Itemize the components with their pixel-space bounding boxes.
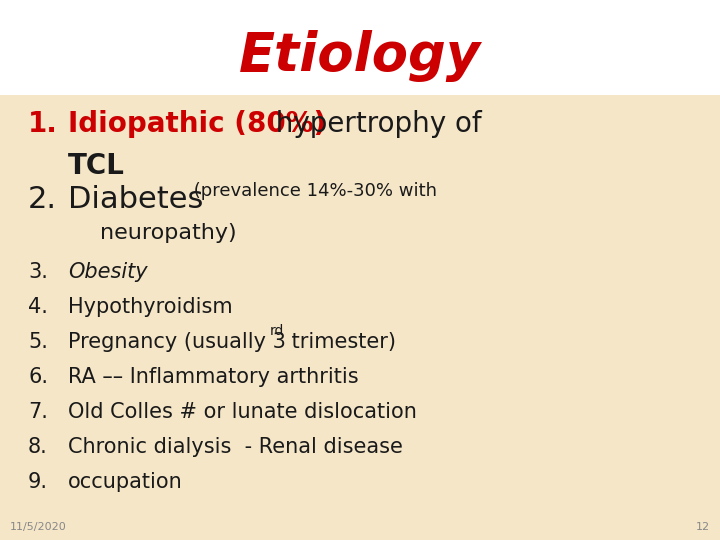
Text: 8.: 8. xyxy=(28,437,48,457)
Text: 2.: 2. xyxy=(28,185,57,214)
Text: occupation: occupation xyxy=(68,472,183,492)
Text: Etiology: Etiology xyxy=(239,30,481,82)
Text: 1.: 1. xyxy=(28,110,58,138)
Text: Idiopathic (80%): Idiopathic (80%) xyxy=(68,110,326,138)
Text: RA –– Inflammatory arthritis: RA –– Inflammatory arthritis xyxy=(68,367,359,387)
Text: rd: rd xyxy=(270,324,284,338)
Text: 9.: 9. xyxy=(28,472,48,492)
Text: Hypothyroidism: Hypothyroidism xyxy=(68,297,233,317)
Text: hypertrophy of: hypertrophy of xyxy=(258,110,482,138)
Text: 3.: 3. xyxy=(28,262,48,282)
Text: neuropathy): neuropathy) xyxy=(100,223,237,243)
Text: Old Colles # or lunate dislocation: Old Colles # or lunate dislocation xyxy=(68,402,417,422)
Text: Pregnancy (usually 3: Pregnancy (usually 3 xyxy=(68,332,286,352)
Text: Obesity: Obesity xyxy=(68,262,148,282)
Text: 5.: 5. xyxy=(28,332,48,352)
Text: trimester): trimester) xyxy=(285,332,396,352)
Bar xyxy=(0,95,720,540)
Text: 11/5/2020: 11/5/2020 xyxy=(10,522,67,532)
Text: (prevalence 14%-30% with: (prevalence 14%-30% with xyxy=(188,182,437,200)
Text: 6.: 6. xyxy=(28,367,48,387)
Text: Diabetes: Diabetes xyxy=(68,185,203,214)
Text: 7.: 7. xyxy=(28,402,48,422)
Text: 12: 12 xyxy=(696,522,710,532)
Text: Chronic dialysis  - Renal disease: Chronic dialysis - Renal disease xyxy=(68,437,403,457)
Text: 4.: 4. xyxy=(28,297,48,317)
Text: TCL: TCL xyxy=(68,152,125,180)
